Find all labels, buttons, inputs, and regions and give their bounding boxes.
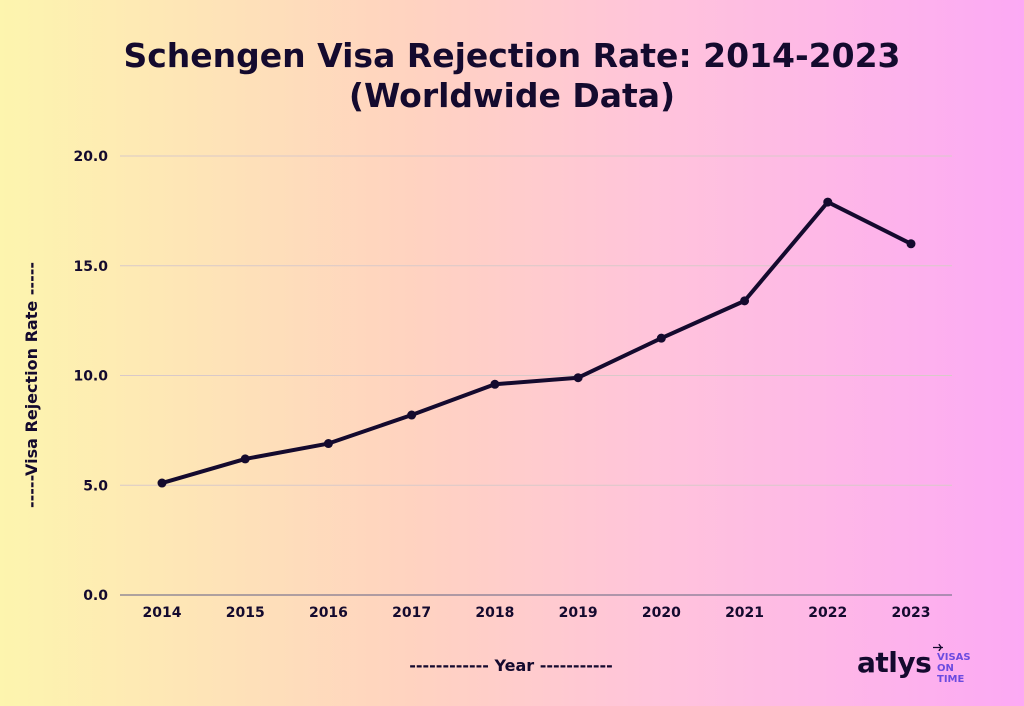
x-tick-label: 2014	[143, 605, 182, 621]
data-point	[323, 439, 333, 449]
x-tick-label: 2017	[392, 605, 431, 621]
x-tick-labels: 2014 2015 2016 2017 2018 2019 2020 2021 2022 2023	[143, 605, 931, 621]
plane-icon	[933, 643, 943, 652]
x-tick-label: 2019	[559, 605, 598, 621]
data-point	[906, 239, 916, 249]
y-tick-label: 5.0	[83, 478, 108, 494]
x-axis-title: ------------ Year -----------	[409, 656, 613, 675]
data-point	[490, 379, 500, 389]
x-tick-label: 2016	[309, 605, 348, 621]
x-tick-label: 2020	[642, 605, 681, 621]
y-tick-label: 10.0	[73, 369, 108, 385]
brand-tagline: VISAS ON TIME	[937, 652, 987, 685]
y-axis-title: -----Visa Rejection Rate -----	[22, 262, 41, 508]
chart-title-line-1: Schengen Visa Rejection Rate: 2014-2023	[123, 36, 901, 75]
brand-tagline-line-1: VISAS ON	[937, 652, 971, 674]
y-tick-label: 0.0	[83, 588, 108, 604]
x-tick-label: 2018	[475, 605, 514, 621]
brand-name: atlys	[857, 646, 932, 679]
y-tick-label: 15.0	[73, 259, 108, 275]
data-series	[157, 197, 916, 488]
data-point	[573, 373, 583, 383]
data-point	[656, 333, 666, 343]
data-point	[157, 478, 167, 488]
x-tick-label: 2022	[808, 605, 847, 621]
chart-title: Schengen Visa Rejection Rate: 2014-2023 …	[0, 36, 1024, 116]
y-tick-labels: 0.0 5.0 10.0 15.0 20.0	[73, 149, 108, 604]
data-point	[740, 296, 750, 306]
x-tick-label: 2021	[725, 605, 764, 621]
series-line	[160, 200, 913, 486]
grid-lines	[120, 155, 952, 596]
x-tick-label: 2023	[892, 605, 931, 621]
x-tick-label: 2015	[226, 605, 265, 621]
y-tick-label: 20.0	[73, 149, 108, 165]
data-point	[240, 454, 250, 464]
chart-title-line-2: (Worldwide Data)	[348, 76, 676, 115]
brand-tagline-line-2: TIME	[937, 674, 965, 685]
brand-logo: atlys VISAS ON TIME	[857, 643, 977, 685]
data-point	[823, 197, 833, 207]
data-point	[407, 410, 417, 420]
